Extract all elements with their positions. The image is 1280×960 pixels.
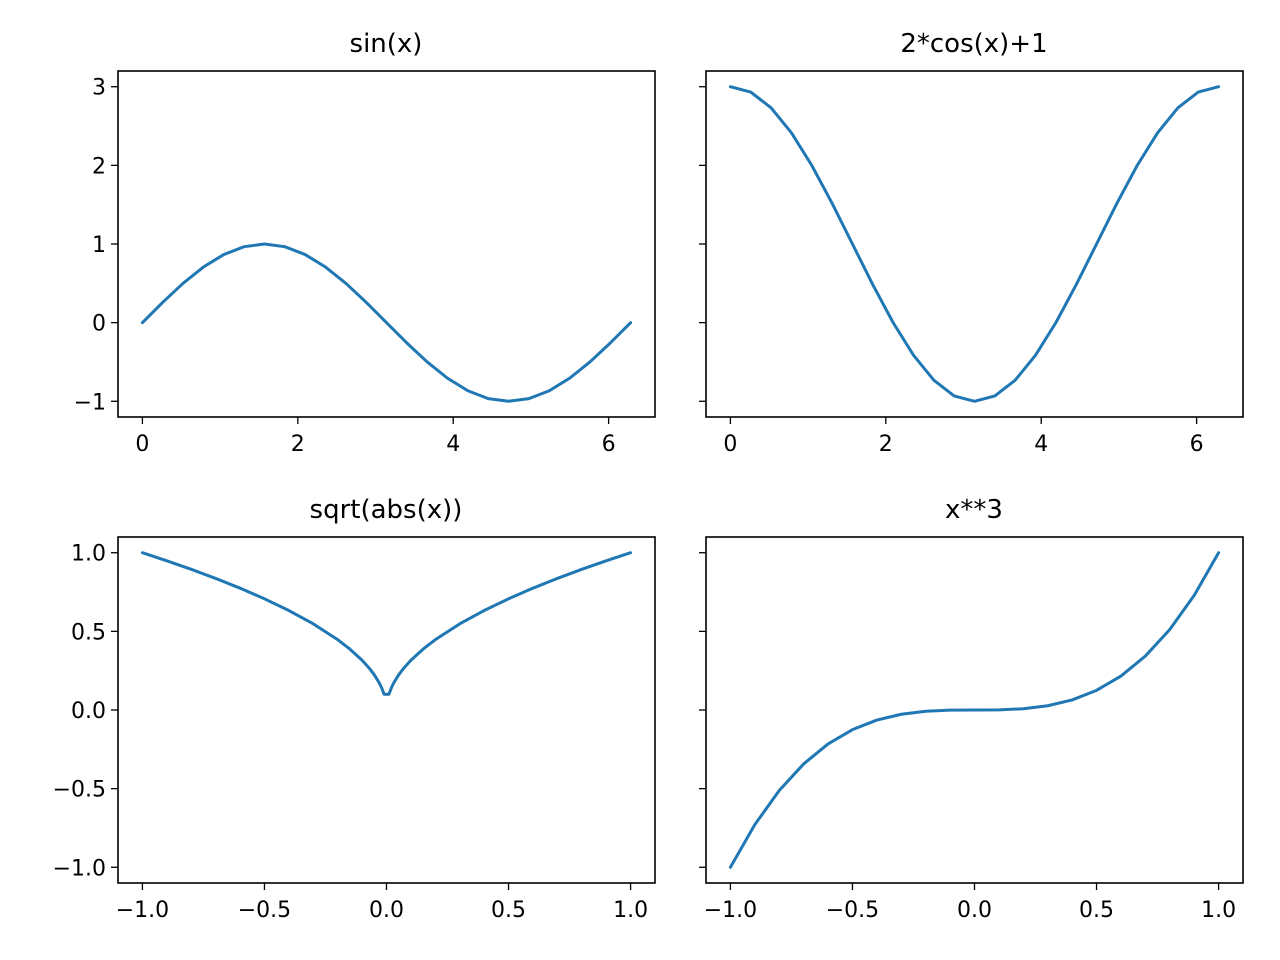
- x-tick-label: 1.0: [613, 898, 648, 923]
- y-tick-label: 0: [92, 312, 106, 337]
- y-tick-label: −0.5: [53, 778, 106, 803]
- x-tick-label: 0: [723, 432, 737, 457]
- y-tick-label: 3: [92, 76, 106, 101]
- series-line: [140, 242, 633, 403]
- x-tick-label: 2: [879, 432, 893, 457]
- y-tick-label: −1: [74, 390, 106, 415]
- series-line: [728, 551, 1221, 869]
- y-tick-label: −1.0: [53, 856, 106, 881]
- panel-title: sin(x): [350, 29, 423, 59]
- x-tick-label: 0: [135, 432, 149, 457]
- x-tick-label: −0.5: [238, 898, 291, 923]
- y-tick-label: 0.5: [71, 620, 106, 645]
- y-tick-label: 0.0: [71, 699, 106, 724]
- x-tick-label: 0.5: [1079, 898, 1114, 923]
- x-tick-label: 6: [1190, 432, 1204, 457]
- series-line: [728, 85, 1221, 403]
- x-tick-label: 0.0: [369, 898, 404, 923]
- x-tick-label: 0.5: [491, 898, 526, 923]
- panel-title: x**3: [945, 495, 1003, 525]
- panel-title: 2*cos(x)+1: [900, 29, 1047, 59]
- panel-cube: x**3 −1.0 −0.5 0.0 0.5 1.0: [699, 495, 1244, 923]
- series-line: [140, 551, 633, 696]
- y-tick-label: 2: [92, 154, 106, 179]
- y-tick-label: 1: [92, 233, 106, 258]
- y-tick-label: 1.0: [71, 542, 106, 567]
- panel-title: sqrt(abs(x)): [310, 495, 463, 525]
- panel-cos: 2*cos(x)+1 0 2 4 6: [699, 29, 1244, 457]
- x-tick-label: 6: [602, 432, 616, 457]
- x-tick-label: −0.5: [826, 898, 879, 923]
- x-tick-label: −1.0: [116, 898, 169, 923]
- x-tick-label: 4: [446, 432, 460, 457]
- panel-sqrt-abs: sqrt(abs(x)) −1.0 −0.5 0.0 0.5 1.0 −1.0 −0.5 0.…: [53, 495, 656, 923]
- panel-sin: sin(x) 0 2 4 6 −1 0 1 2 3: [74, 29, 656, 457]
- x-tick-label: −1.0: [704, 898, 757, 923]
- x-tick-label: 2: [291, 432, 305, 457]
- x-tick-label: 1.0: [1201, 898, 1236, 923]
- x-tick-label: 4: [1034, 432, 1048, 457]
- x-tick-label: 0.0: [957, 898, 992, 923]
